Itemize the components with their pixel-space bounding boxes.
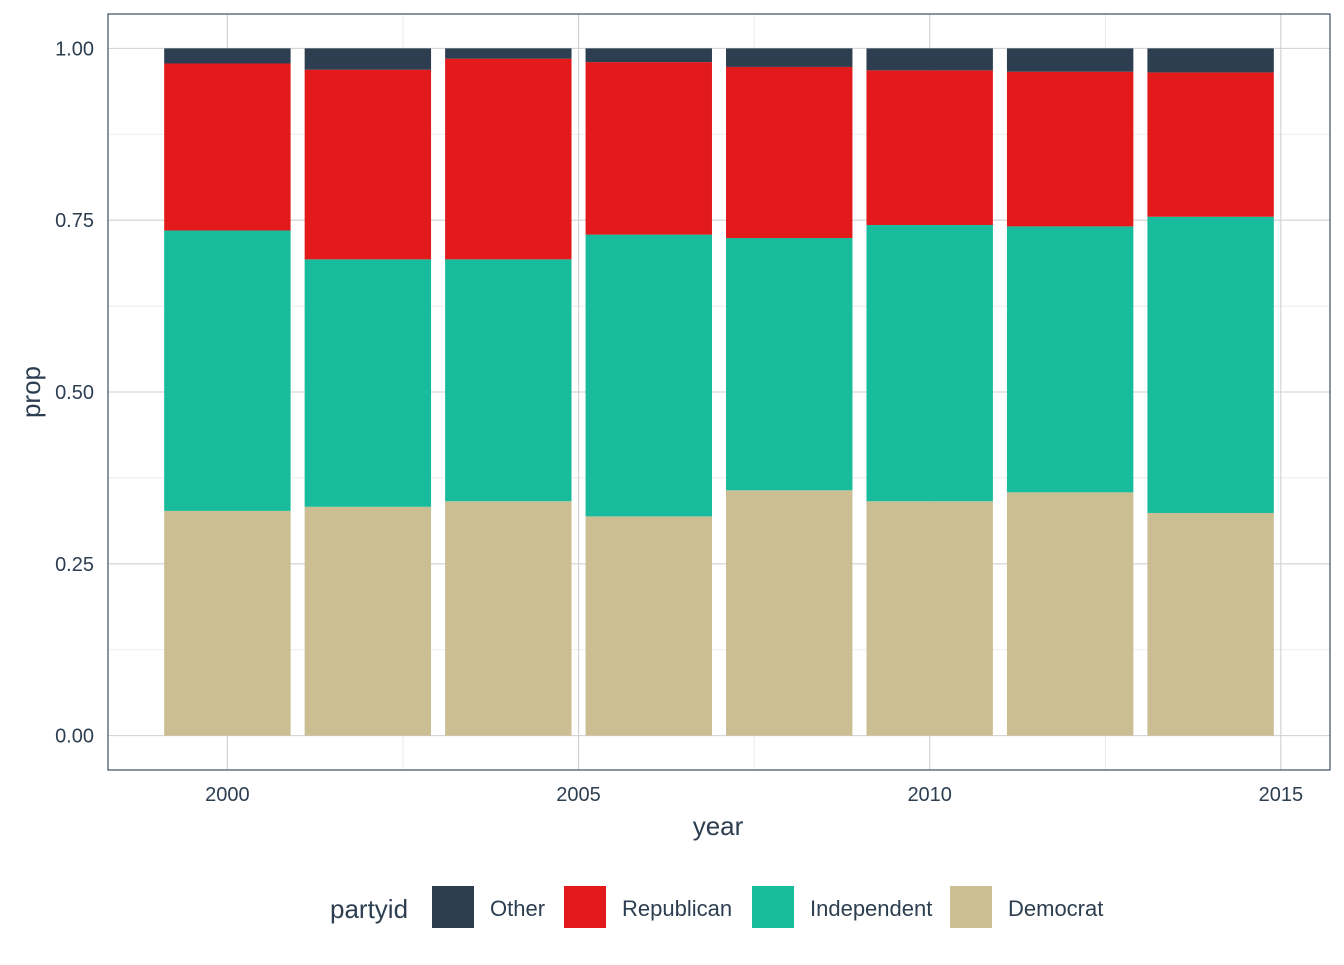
bar-segment-independent-2014 [1147,216,1274,513]
legend: partyid Other Republican Independent Democr… [330,886,1103,928]
legend-key-other [432,886,474,928]
legend-key-republican [564,886,606,928]
y-axis-title: prop [16,366,46,418]
bar-segment-other-2006 [585,48,712,63]
y-tick-label: 0.25 [55,554,94,576]
bar-segment-democrat-2012 [1006,492,1134,736]
y-tick-label: 0.50 [55,382,94,404]
bar-segment-republican-2006 [585,62,712,235]
legend-label-democrat: Democrat [1008,896,1103,921]
x-tick-labels: 2000 2005 2010 2015 [205,784,1303,806]
legend-label-republican: Republican [622,896,732,921]
bar-segment-other-2004 [445,48,572,59]
panel-border [107,13,1331,771]
bar-segment-democrat-2010 [866,501,993,736]
bar-segment-republican-2004 [445,58,572,260]
bar-segment-independent-2012 [1006,226,1134,493]
bar-segment-other-2002 [304,48,432,70]
bar-segment-democrat-2006 [585,516,712,736]
x-tick-label: 2005 [556,784,601,806]
x-tick-label: 2000 [205,784,250,806]
grid-layer [108,14,1330,770]
bar-segment-independent-2006 [585,234,712,517]
bars-layer [164,48,1274,736]
y-tick-labels: 0.00 0.25 0.50 0.75 1.00 [55,38,94,747]
legend-key-democrat [950,886,992,928]
bar-segment-republican-2000 [164,63,291,231]
bar-segment-republican-2014 [1147,72,1274,217]
x-axis-title: year [693,811,744,841]
bar-segment-independent-2010 [866,224,993,502]
x-tick-label: 2010 [907,784,952,806]
bar-segment-other-2014 [1147,48,1274,73]
bar-segment-other-2000 [164,48,291,64]
bar-segment-republican-2008 [726,66,853,239]
bar-segment-independent-2002 [304,259,432,507]
legend-key-independent [752,886,794,928]
bar-segment-other-2012 [1006,48,1134,72]
y-tick-label: 0.75 [55,210,94,232]
bar-segment-democrat-2014 [1147,512,1274,736]
bar-segment-republican-2012 [1006,71,1134,227]
bar-segment-other-2008 [726,48,853,67]
bar-segment-republican-2010 [866,70,993,225]
legend-title: partyid [330,894,408,924]
bar-segment-other-2010 [866,48,993,71]
y-tick-label: 1.00 [55,38,94,60]
legend-label-other: Other [490,896,545,921]
bar-segment-independent-2008 [726,238,853,491]
bar-segment-democrat-2004 [445,501,572,736]
bar-segment-democrat-2008 [726,490,853,736]
bar-segment-democrat-2000 [164,510,291,736]
bar-segment-republican-2002 [304,69,432,260]
x-tick-label: 2015 [1259,784,1304,806]
bar-segment-independent-2000 [164,230,291,511]
legend-label-independent: Independent [810,896,932,921]
y-tick-label: 0.00 [55,726,94,748]
bar-segment-democrat-2002 [304,506,432,736]
bar-segment-independent-2004 [445,259,572,502]
